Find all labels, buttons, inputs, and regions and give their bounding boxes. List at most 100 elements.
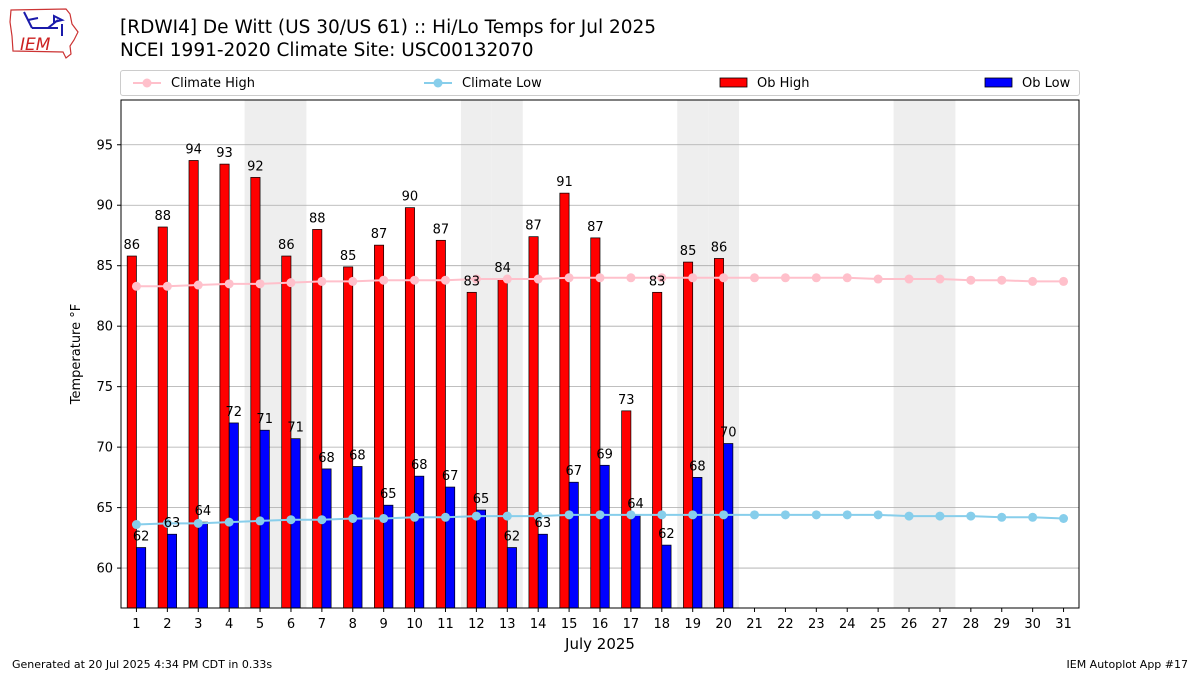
climate-low-point-19 xyxy=(688,510,698,520)
ob-low-bar-10 xyxy=(414,475,425,609)
climate-low-point-20 xyxy=(719,510,729,520)
xtick-label-20: 20 xyxy=(715,617,732,632)
ob-high-label-17: 73 xyxy=(618,393,635,408)
xtick-label-15: 15 xyxy=(561,617,578,632)
legend-label-climate-high: Climate High xyxy=(171,75,256,91)
ob-low-label-12: 65 xyxy=(473,492,490,507)
climate-high-point-27 xyxy=(935,274,945,284)
climate-low-point-29 xyxy=(997,512,1007,522)
ob-high-label-2: 88 xyxy=(154,209,171,224)
climate-low-point-18 xyxy=(657,510,667,520)
ob-high-label-20: 86 xyxy=(711,240,728,255)
legend: Climate High Climate Low Ob High Ob Low xyxy=(120,70,1080,96)
ob-low-bar-12 xyxy=(476,509,487,609)
climate-high-point-2 xyxy=(162,281,172,291)
climate-low-point-10 xyxy=(410,512,420,522)
y-axis-label: Temperature °F xyxy=(69,304,84,405)
climate-low-point-31 xyxy=(1059,513,1069,523)
climate-low-point-30 xyxy=(1028,512,1038,522)
xtick-label-18: 18 xyxy=(654,617,671,632)
ob-high-label-8: 85 xyxy=(340,249,357,264)
chart-subtitle: NCEI 1991-2020 Climate Site: USC00132070 xyxy=(120,40,534,61)
xtick-label-9: 9 xyxy=(380,617,388,632)
xtick-label-23: 23 xyxy=(808,617,825,632)
xtick-label-29: 29 xyxy=(993,617,1010,632)
ob-high-bar-19 xyxy=(683,261,694,609)
xtick-label-10: 10 xyxy=(406,617,423,632)
climate-low-point-3 xyxy=(193,518,203,528)
xtick-label-21: 21 xyxy=(746,617,763,632)
ob-low-label-13: 62 xyxy=(504,530,521,545)
climate-high-point-1 xyxy=(131,281,141,291)
climate-low-point-25 xyxy=(873,510,883,520)
climate-low-point-12 xyxy=(471,511,481,521)
ob-low-label-7: 68 xyxy=(318,451,335,466)
ob-high-label-1: 86 xyxy=(124,238,141,253)
ob-low-label-9: 65 xyxy=(380,487,397,502)
climate-low-point-17 xyxy=(626,510,636,520)
ob-low-label-14: 63 xyxy=(535,516,552,531)
ob-low-bar-15 xyxy=(568,481,579,609)
ob-low-label-17: 64 xyxy=(627,497,644,512)
xtick-label-27: 27 xyxy=(932,617,949,632)
ytick-label-80: 80 xyxy=(96,320,113,335)
weekend-band-27 xyxy=(924,100,956,608)
climate-low-point-23 xyxy=(811,510,821,520)
legend-item-climate-high: Climate High xyxy=(133,71,255,95)
climate-high-point-7 xyxy=(317,276,327,286)
xtick-label-24: 24 xyxy=(839,617,856,632)
legend-item-climate-low: Climate Low xyxy=(424,71,542,95)
xtick-label-25: 25 xyxy=(870,617,887,632)
climate-low-point-11 xyxy=(440,512,450,522)
xtick-label-30: 30 xyxy=(1024,617,1041,632)
ytick-label-75: 75 xyxy=(96,380,113,395)
climate-high-point-16 xyxy=(595,273,605,283)
climate-high-point-23 xyxy=(811,273,821,283)
climate-low-point-13 xyxy=(502,511,512,521)
ob-low-bar-4 xyxy=(228,422,239,609)
climate-low-point-16 xyxy=(595,510,605,520)
legend-label-ob-high: Ob High xyxy=(757,75,810,91)
climate-high-point-14 xyxy=(533,274,543,284)
ob-high-bar-8 xyxy=(343,266,354,609)
climate-low-point-8 xyxy=(348,513,358,523)
climate-high-point-21 xyxy=(750,273,760,283)
ob-low-bar-2 xyxy=(167,533,177,609)
climate-high-point-25 xyxy=(873,274,883,284)
climate-lines xyxy=(131,273,1069,530)
climate-high-point-3 xyxy=(193,280,203,290)
climate-high-point-6 xyxy=(286,278,296,288)
ob-high-label-14: 87 xyxy=(525,219,542,234)
climate-low-point-21 xyxy=(750,510,760,520)
climate-high-point-26 xyxy=(904,274,914,284)
ob-high-label-6: 86 xyxy=(278,238,295,253)
ob-high-bar-3 xyxy=(188,160,199,609)
climate-high-point-20 xyxy=(719,273,729,283)
climate-low-point-22 xyxy=(780,510,790,520)
ob-high-bar-16 xyxy=(590,237,601,609)
climate-low-point-1 xyxy=(131,520,141,530)
legend-item-ob-low: Ob Low xyxy=(984,71,1070,95)
climate-low-point-2 xyxy=(162,518,172,528)
ytick-label-95: 95 xyxy=(96,138,113,153)
footer-generated-text: Generated at 20 Jul 2025 4:34 PM CDT in … xyxy=(12,658,273,671)
ob-high-bar-14 xyxy=(528,236,539,609)
climate-low-point-26 xyxy=(904,511,914,521)
ob-high-bar-18 xyxy=(652,291,663,609)
ob-low-bar-1 xyxy=(136,547,147,609)
ob-high-bar-9 xyxy=(374,244,385,609)
climate-low-point-6 xyxy=(286,515,296,525)
ob-low-label-19: 68 xyxy=(689,459,706,474)
xtick-label-11: 11 xyxy=(437,617,454,632)
climate-low-point-5 xyxy=(255,516,265,526)
ob-low-label-16: 69 xyxy=(596,447,613,462)
ob-high-bar-1 xyxy=(126,255,137,609)
ob-high-bar-10 xyxy=(404,207,415,609)
xtick-label-7: 7 xyxy=(318,617,326,632)
xtick-label-14: 14 xyxy=(530,617,547,632)
ob-low-label-5: 71 xyxy=(256,412,273,427)
ob-high-bar-5 xyxy=(250,177,261,609)
iem-logo: IEM xyxy=(9,8,79,59)
weather-station-icon xyxy=(23,11,65,36)
ob-high-label-10: 90 xyxy=(402,190,419,205)
